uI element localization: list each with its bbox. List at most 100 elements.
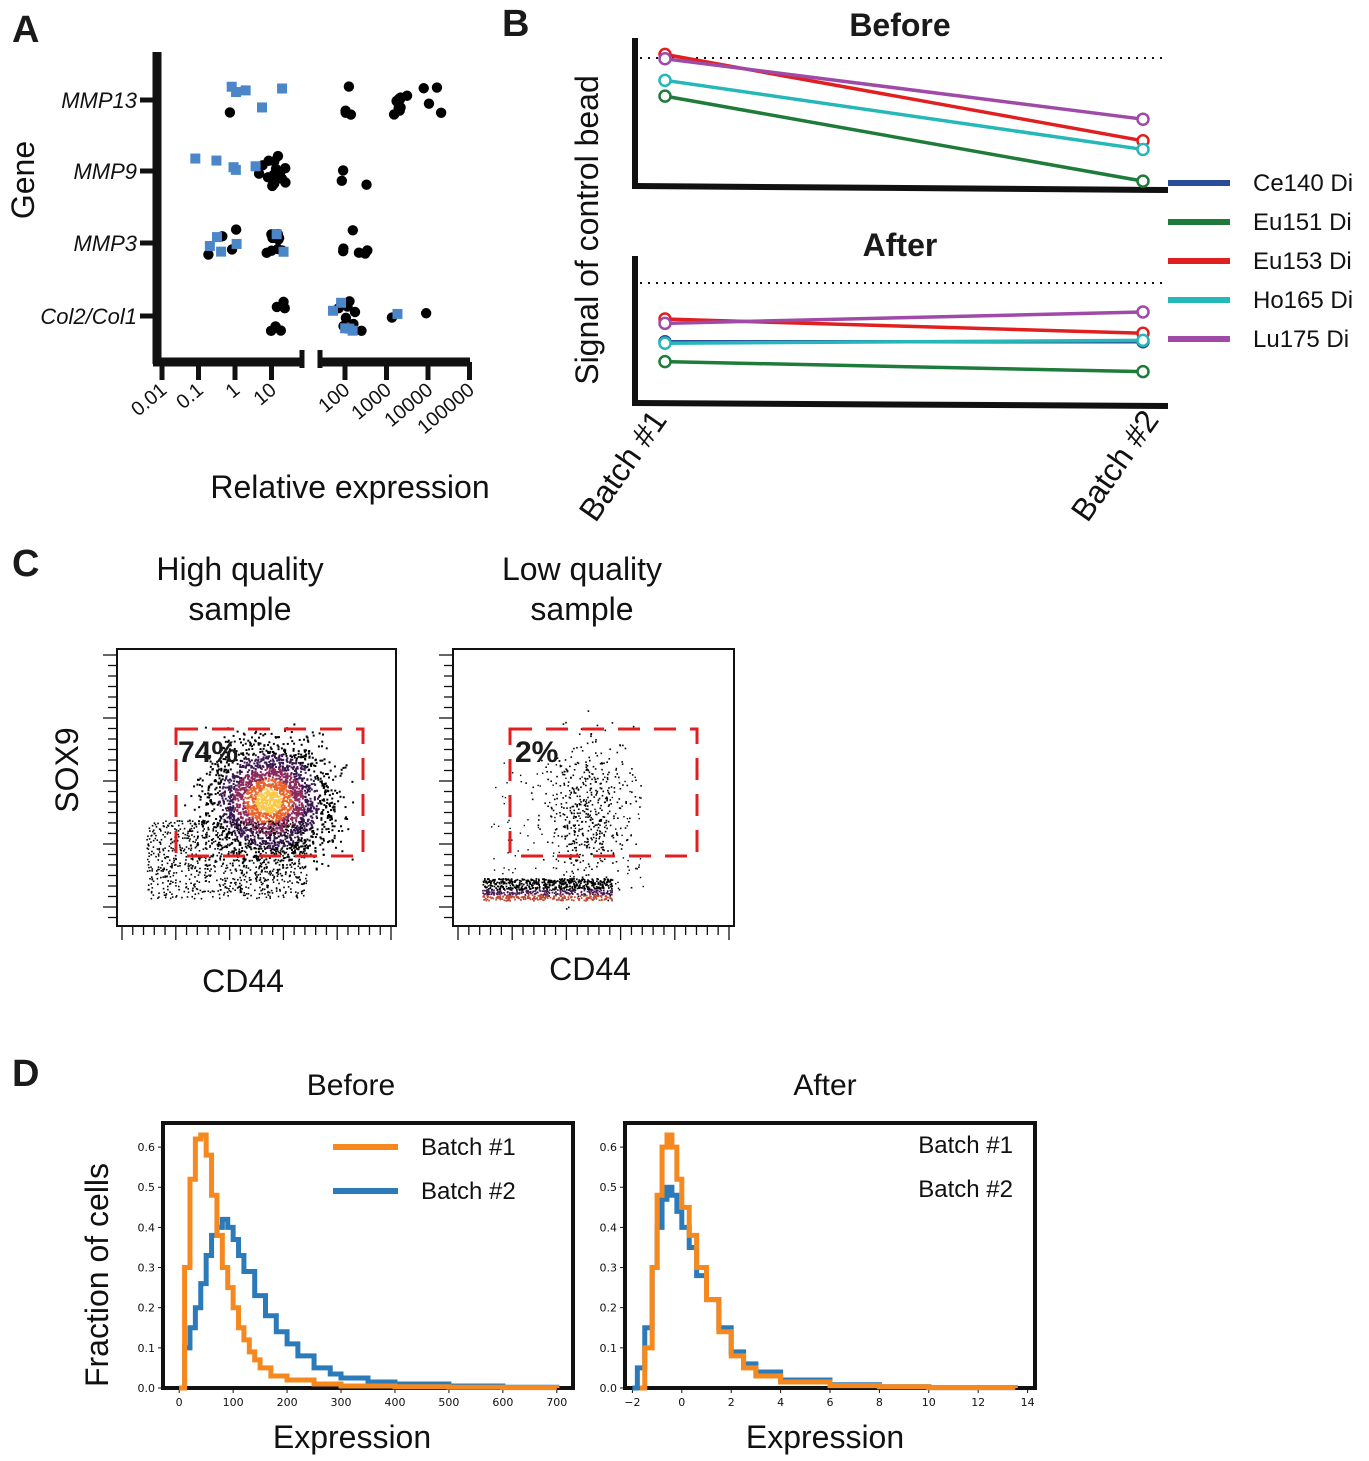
event-dot <box>216 825 219 827</box>
event-dot <box>242 784 245 787</box>
event-dot <box>221 809 224 812</box>
event-dot <box>177 885 180 888</box>
event-dot <box>320 817 323 820</box>
event-dot <box>223 770 226 773</box>
event-dot <box>212 748 215 751</box>
event-dot <box>221 838 224 841</box>
event-dot <box>252 771 255 774</box>
event-dot <box>328 840 331 843</box>
event-dot <box>606 878 609 881</box>
event-dot <box>310 752 313 755</box>
event-dot <box>502 878 504 880</box>
event-dot <box>156 839 159 842</box>
event-dot <box>221 778 224 781</box>
event-dot <box>201 790 204 793</box>
event-dot <box>286 764 289 767</box>
event-dot <box>486 886 488 889</box>
event-dot <box>257 756 260 759</box>
event-dot <box>290 773 293 776</box>
event-dot <box>300 795 303 798</box>
event-dot <box>217 890 220 892</box>
event-dot <box>282 790 285 793</box>
event-dot <box>242 874 245 877</box>
event-dot <box>243 858 246 861</box>
event-dot <box>267 751 270 754</box>
event-dot <box>222 858 225 861</box>
event-dot <box>580 728 583 730</box>
event-dot <box>584 777 586 780</box>
event-dot <box>301 821 304 823</box>
event-dot <box>576 805 578 808</box>
event-dot <box>228 832 231 835</box>
event-dot <box>234 789 237 792</box>
event-dot <box>546 888 549 891</box>
event-dot <box>256 772 259 775</box>
event-dot <box>273 771 276 774</box>
event-dot <box>578 733 581 735</box>
event-dot <box>175 858 177 861</box>
event-dot <box>305 753 308 756</box>
event-dot <box>568 889 570 891</box>
event-dot <box>147 844 150 847</box>
event-dot <box>283 834 285 837</box>
event-dot <box>321 783 324 786</box>
event-dot <box>257 834 260 837</box>
event-dot <box>257 836 260 839</box>
event-dot <box>301 840 303 843</box>
event-dot <box>281 878 284 881</box>
event-dot <box>171 849 174 852</box>
event-dot <box>211 842 214 845</box>
event-dot <box>247 786 250 789</box>
event-dot <box>163 867 165 870</box>
event-dot <box>298 790 301 793</box>
event-dot <box>274 798 277 801</box>
event-dot <box>202 821 204 823</box>
event-dot <box>225 756 228 759</box>
event-dot <box>314 758 317 761</box>
event-dot <box>224 879 227 882</box>
event-dot <box>582 800 585 802</box>
event-dot <box>515 894 517 897</box>
event-dot <box>592 847 595 849</box>
event-dot <box>199 815 202 818</box>
event-dot <box>232 830 234 833</box>
event-dot <box>301 797 304 800</box>
event-dot <box>257 742 260 745</box>
event-dot <box>259 819 262 822</box>
event-dot <box>243 757 246 760</box>
event-dot <box>248 779 251 782</box>
event-dot <box>251 770 254 773</box>
event-dot <box>246 807 249 810</box>
event-dot <box>294 803 297 806</box>
event-dot <box>601 762 603 764</box>
event-dot <box>271 851 273 854</box>
event-dot <box>514 898 516 901</box>
event-dot <box>210 855 213 858</box>
event-dot <box>268 891 271 894</box>
event-dot <box>167 880 170 882</box>
event-dot <box>270 816 273 819</box>
event-dot <box>526 891 528 894</box>
data-point-black <box>420 308 432 319</box>
event-dot <box>333 810 336 813</box>
event-dot <box>235 827 238 830</box>
event-dot <box>261 815 264 818</box>
event-dot <box>535 879 537 882</box>
event-dot <box>247 867 250 869</box>
event-dot <box>250 784 253 787</box>
event-dot <box>626 784 629 787</box>
event-dot <box>500 881 502 883</box>
event-dot <box>251 834 254 837</box>
event-dot <box>287 829 290 832</box>
event-dot <box>222 799 225 802</box>
event-dot <box>297 892 299 894</box>
event-dot <box>526 897 529 900</box>
event-dot <box>239 824 242 826</box>
event-dot <box>548 881 551 884</box>
event-dot <box>296 814 299 817</box>
event-dot <box>191 857 194 860</box>
event-dot <box>541 878 544 880</box>
event-dot <box>254 805 257 808</box>
event-dot <box>260 789 263 792</box>
event-dot <box>276 830 278 833</box>
